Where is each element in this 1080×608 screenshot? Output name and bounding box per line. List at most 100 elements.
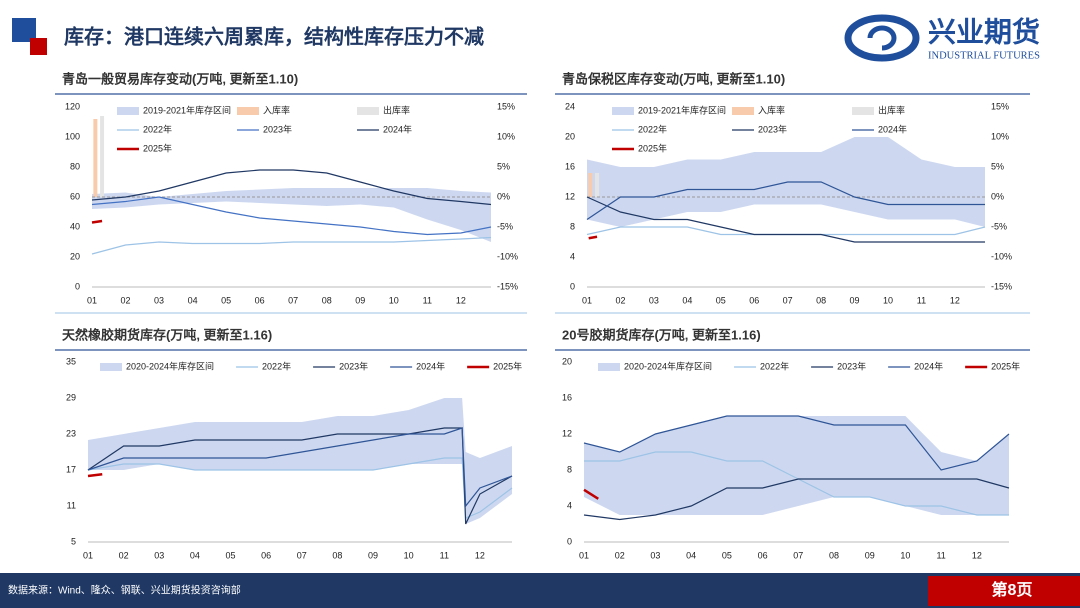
series-line bbox=[586, 226, 986, 236]
x-tick-label: 07 bbox=[783, 295, 793, 305]
y-tick-label: 12 bbox=[565, 191, 575, 201]
series-line bbox=[91, 219, 103, 224]
y2-tick-label: -5% bbox=[497, 221, 513, 231]
series-line bbox=[583, 478, 1010, 521]
legend-swatch bbox=[237, 107, 259, 115]
legend-label: 入库率 bbox=[758, 104, 785, 115]
x-tick-label: 04 bbox=[188, 295, 198, 305]
x-tick-label: 02 bbox=[119, 550, 129, 560]
y-tick-label: 120 bbox=[65, 101, 80, 111]
logo-text: 兴业期货 bbox=[928, 15, 1040, 47]
legend-label: 2023年 bbox=[339, 360, 368, 371]
y-tick-label: 4 bbox=[570, 251, 575, 261]
x-tick-label: 05 bbox=[722, 550, 732, 560]
x-tick-label: 12 bbox=[456, 295, 466, 305]
y-tick-label: 20 bbox=[562, 356, 572, 366]
series-line bbox=[586, 181, 985, 220]
legend-label: 2023年 bbox=[758, 123, 787, 134]
x-tick-label: 03 bbox=[649, 295, 659, 305]
logo-mark bbox=[844, 14, 920, 62]
legend-label: 2022年 bbox=[262, 360, 291, 371]
legend-swatch bbox=[852, 107, 874, 115]
x-tick-label: 10 bbox=[404, 550, 414, 560]
x-tick-label: 01 bbox=[582, 295, 592, 305]
x-tick-label: 06 bbox=[261, 550, 271, 560]
chart-title: 青岛一般贸易库存变动(万吨, 更新至1.10) bbox=[62, 71, 298, 86]
y-tick-label: 12 bbox=[562, 428, 572, 438]
y-tick-label: 4 bbox=[567, 500, 572, 510]
x-tick-label: 08 bbox=[829, 550, 839, 560]
y2-tick-label: 10% bbox=[497, 131, 515, 141]
series-line bbox=[91, 236, 492, 255]
series-line bbox=[583, 488, 599, 500]
y-tick-label: 0 bbox=[75, 281, 80, 291]
logo-subtext: INDUSTRIAL FUTURES bbox=[928, 50, 1040, 61]
series-line bbox=[91, 169, 492, 206]
x-tick-label: 12 bbox=[972, 550, 982, 560]
x-tick-label: 02 bbox=[121, 295, 131, 305]
bar bbox=[595, 173, 600, 197]
legend-swatch bbox=[598, 363, 620, 371]
x-tick-label: 05 bbox=[716, 295, 726, 305]
bar bbox=[100, 116, 105, 197]
legend-label: 2019-2021年库存区间 bbox=[638, 104, 726, 115]
legend-label: 2025年 bbox=[143, 142, 172, 153]
legend-label: 出库率 bbox=[383, 104, 410, 115]
x-tick-label: 06 bbox=[758, 550, 768, 560]
bar bbox=[93, 119, 98, 197]
x-tick-label: 02 bbox=[615, 550, 625, 560]
y2-tick-label: 15% bbox=[991, 101, 1009, 111]
x-tick-label: 03 bbox=[154, 295, 164, 305]
page-number: 第8页 bbox=[992, 580, 1033, 599]
x-tick-label: 02 bbox=[615, 295, 625, 305]
legend-swatch bbox=[357, 107, 379, 115]
x-tick-label: 09 bbox=[865, 550, 875, 560]
x-tick-label: 11 bbox=[423, 295, 432, 305]
y2-tick-label: -10% bbox=[497, 251, 518, 261]
y-tick-label: 8 bbox=[567, 464, 572, 474]
x-tick-label: 09 bbox=[355, 295, 365, 305]
x-tick-label: 09 bbox=[850, 295, 860, 305]
x-tick-label: 10 bbox=[389, 295, 399, 305]
logo-mark bbox=[867, 25, 897, 51]
y-tick-label: 11 bbox=[67, 500, 76, 510]
y2-tick-label: 0% bbox=[991, 191, 1004, 201]
legend-label: 2025年 bbox=[991, 360, 1020, 371]
legend-label: 2024年 bbox=[383, 123, 412, 134]
legend-label: 2025年 bbox=[493, 360, 522, 371]
header-icon bbox=[30, 38, 47, 55]
legend-label: 2024年 bbox=[914, 360, 943, 371]
legend-label: 2023年 bbox=[263, 123, 292, 134]
y-tick-label: 35 bbox=[66, 356, 76, 366]
series-line bbox=[87, 472, 103, 478]
source-note: 数据来源：Wind、隆众、钢联、兴业期货投资咨询部 bbox=[8, 584, 241, 597]
legend-label: 2022年 bbox=[638, 123, 667, 134]
legend-label: 2020-2024年库存区间 bbox=[126, 360, 214, 371]
y-tick-label: 29 bbox=[66, 392, 76, 402]
x-tick-label: 04 bbox=[686, 550, 696, 560]
chart-title: 青岛保税区库存变动(万吨, 更新至1.10) bbox=[562, 71, 785, 86]
y2-tick-label: 15% bbox=[497, 101, 515, 111]
legend-label: 2019-2021年库存区间 bbox=[143, 104, 231, 115]
legend-swatch bbox=[612, 107, 634, 115]
legend-label: 2022年 bbox=[760, 360, 789, 371]
x-tick-label: 08 bbox=[332, 550, 342, 560]
legend-label: 2024年 bbox=[416, 360, 445, 371]
legend-swatch bbox=[100, 363, 122, 371]
x-tick-label: 05 bbox=[226, 550, 236, 560]
y2-tick-label: -15% bbox=[991, 281, 1012, 291]
range-band bbox=[92, 188, 491, 242]
x-tick-label: 10 bbox=[883, 295, 893, 305]
legend-label: 2025年 bbox=[638, 142, 667, 153]
y2-tick-label: -15% bbox=[497, 281, 518, 291]
x-tick-label: 11 bbox=[440, 550, 449, 560]
x-tick-label: 10 bbox=[900, 550, 910, 560]
y2-tick-label: 5% bbox=[991, 161, 1004, 171]
legend-label: 2023年 bbox=[837, 360, 866, 371]
legend-label: 入库率 bbox=[263, 104, 290, 115]
x-tick-label: 07 bbox=[793, 550, 803, 560]
series-line bbox=[583, 415, 1010, 471]
series-line bbox=[588, 235, 598, 240]
x-tick-label: 07 bbox=[288, 295, 298, 305]
